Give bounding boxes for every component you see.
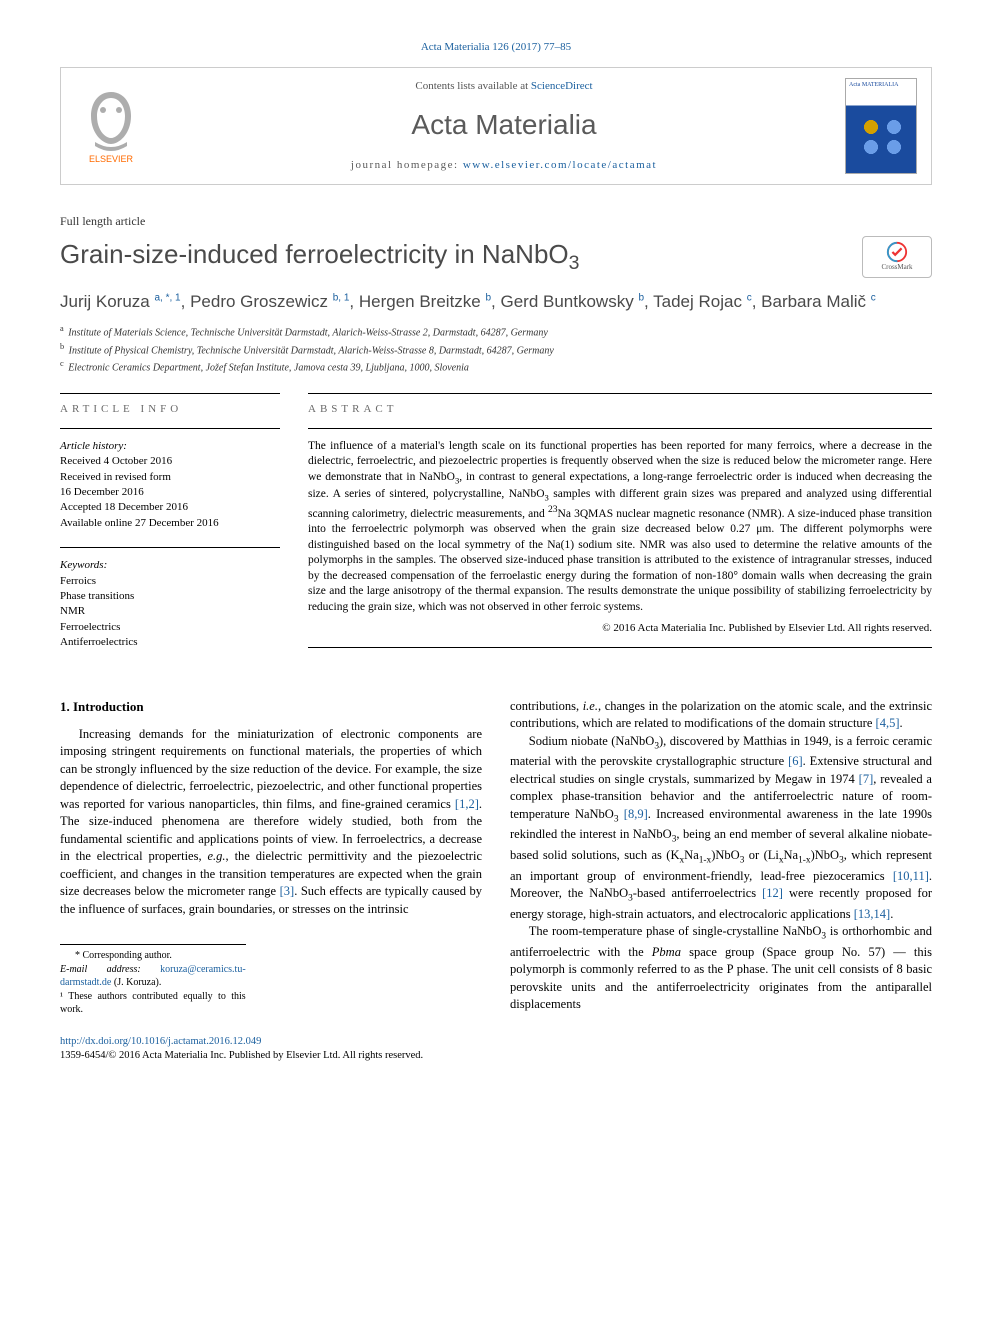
journal-homepage-line: journal homepage: www.elsevier.com/locat… [163, 158, 845, 173]
elsevier-wordmark: ELSEVIER [89, 154, 134, 164]
homepage-prefix: journal homepage: [351, 159, 463, 171]
citation-link[interactable]: [13,14] [854, 907, 890, 921]
corresponding-author-note: * Corresponding author. [60, 949, 246, 963]
keyword-item: NMR [60, 604, 280, 619]
article-body: 1. Introduction Increasing demands for t… [60, 698, 932, 1017]
citation-line: Acta Materialia 126 (2017) 77–85 [60, 40, 932, 55]
abstract-heading: ABSTRACT [308, 402, 932, 417]
history-item: 16 December 2016 [60, 485, 280, 500]
history-item: Available online 27 December 2016 [60, 516, 280, 531]
body-paragraph: Increasing demands for the miniaturizati… [60, 726, 482, 919]
article-info-heading: ARTICLE INFO [60, 402, 280, 417]
email-label: E-mail address: [60, 964, 141, 975]
article-history-label: Article history: [60, 439, 280, 454]
citation-link[interactable]: [10,11] [893, 869, 929, 883]
journal-header-box: ELSEVIER Contents lists available at Sci… [60, 67, 932, 185]
keyword-item: Phase transitions [60, 589, 280, 604]
keywords-list: FerroicsPhase transitionsNMRFerroelectri… [60, 574, 280, 651]
affiliation-item: c Electronic Ceramics Department, Jožef … [60, 358, 932, 375]
section-heading: 1. Introduction [60, 698, 482, 716]
footnotes: * Corresponding author. E-mail address: … [60, 944, 246, 1017]
history-item: Accepted 18 December 2016 [60, 500, 280, 515]
doi-link[interactable]: http://dx.doi.org/10.1016/j.actamat.2016… [60, 1036, 261, 1047]
equal-contribution-note: ¹ These authors contributed equally to t… [60, 990, 246, 1017]
issn-copyright-line: 1359-6454/© 2016 Acta Materialia Inc. Pu… [60, 1050, 423, 1061]
body-paragraph: Sodium niobate (NaNbO3), discovered by M… [510, 733, 932, 924]
journal-name: Acta Materialia [163, 105, 845, 144]
crossmark-badge[interactable]: CrossMark [862, 236, 932, 278]
body-paragraph: contributions, i.e., changes in the pola… [510, 698, 932, 733]
citation-link[interactable]: [6] [788, 754, 803, 768]
keyword-item: Antiferroelectrics [60, 635, 280, 650]
affiliation-item: a Institute of Materials Science, Techni… [60, 323, 932, 340]
abstract-copyright: © 2016 Acta Materialia Inc. Published by… [308, 621, 932, 636]
body-paragraph: The room-temperature phase of single-cry… [510, 923, 932, 1014]
affiliation-item: b Institute of Physical Chemistry, Techn… [60, 341, 932, 358]
keyword-item: Ferroics [60, 574, 280, 589]
citation-link[interactable]: [7] [859, 772, 874, 786]
journal-cover-thumbnail [845, 78, 917, 174]
contents-available-line: Contents lists available at ScienceDirec… [163, 79, 845, 94]
article-type-label: Full length article [60, 213, 932, 230]
crossmark-label: CrossMark [881, 263, 912, 273]
email-line: E-mail address: koruza@ceramics.tu-darms… [60, 963, 246, 990]
article-title: Grain-size-induced ferroelectricity in N… [60, 236, 850, 277]
abstract-text: The influence of a material's length sca… [308, 439, 932, 615]
keywords-label: Keywords: [60, 558, 280, 573]
crossmark-icon [886, 241, 908, 263]
citation-link[interactable]: [1,2] [455, 797, 479, 811]
citation-link[interactable]: [8,9] [624, 807, 648, 821]
keyword-item: Ferroelectrics [60, 620, 280, 635]
affiliation-list: a Institute of Materials Science, Techni… [60, 323, 932, 375]
citation-link[interactable]: [3] [280, 884, 295, 898]
history-item: Received 4 October 2016 [60, 454, 280, 469]
article-history-list: Received 4 October 2016Received in revis… [60, 454, 280, 531]
citation-link[interactable]: [12] [762, 886, 783, 900]
elsevier-logo: ELSEVIER [75, 86, 147, 166]
journal-homepage-link[interactable]: www.elsevier.com/locate/actamat [463, 159, 657, 171]
author-list: Jurij Koruza a, *, 1, Pedro Groszewicz b… [60, 290, 932, 314]
sciencedirect-link[interactable]: ScienceDirect [531, 80, 593, 92]
citation-link[interactable]: [4,5] [876, 716, 900, 730]
history-item: Received in revised form [60, 470, 280, 485]
doi-block: http://dx.doi.org/10.1016/j.actamat.2016… [60, 1035, 932, 1064]
email-author-name: (J. Koruza). [114, 977, 161, 988]
contents-prefix: Contents lists available at [415, 80, 530, 92]
